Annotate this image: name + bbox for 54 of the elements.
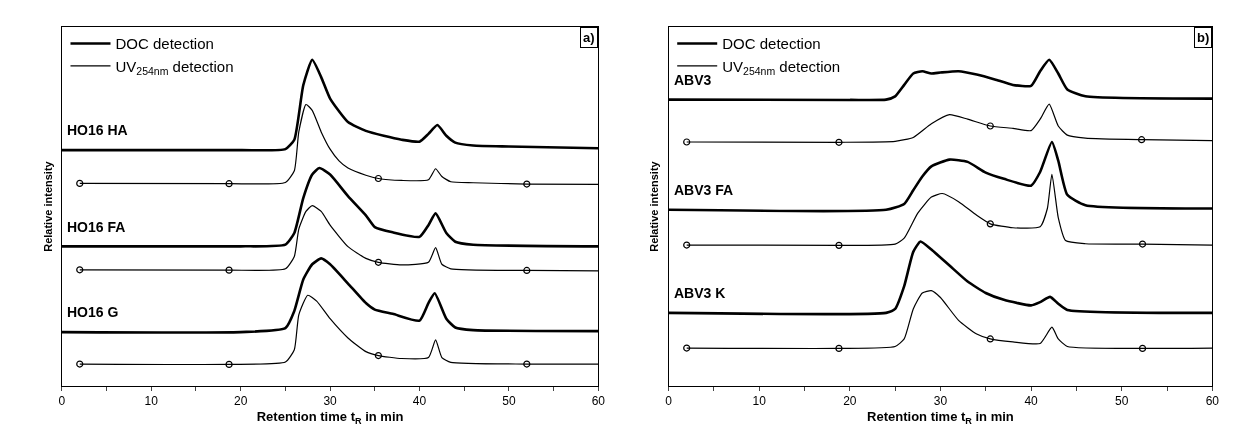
x-tick-label: 50 <box>502 394 516 409</box>
annotation: ABV3 FA <box>674 182 734 198</box>
x-tick-label: 10 <box>752 394 767 409</box>
point <box>835 138 843 146</box>
point <box>683 344 691 352</box>
point <box>523 266 531 275</box>
annotation: ABV3 K <box>674 285 726 301</box>
x-axis-title: Retention time t$_{R}$ in min <box>256 408 404 426</box>
x-tick-label: 60 <box>1205 394 1220 409</box>
point <box>523 360 531 368</box>
text: b) <box>1197 30 1210 45</box>
point <box>835 344 843 352</box>
x-axis-title: Retention time t$_{R}$ in min <box>867 408 1014 426</box>
legend-label: UV$_{254nm}$ detection <box>115 57 234 77</box>
legend-label: DOC detection <box>722 35 821 53</box>
point <box>523 180 531 188</box>
point <box>986 122 994 130</box>
x-tick-label: 30 <box>323 394 338 409</box>
x-tick-label: 30 <box>933 394 948 409</box>
point <box>76 266 84 274</box>
point <box>225 180 233 188</box>
point <box>76 179 84 187</box>
point <box>374 174 382 183</box>
y-axis-title: Relative intensity <box>648 160 661 252</box>
point <box>683 241 691 249</box>
point <box>683 138 691 146</box>
point <box>374 351 382 360</box>
x-tick-label: 20 <box>234 394 248 409</box>
legend-label: UV$_{254nm}$ detection <box>722 57 841 77</box>
annotation: ABV3 <box>674 72 712 88</box>
point <box>1138 240 1147 248</box>
point <box>835 241 843 249</box>
point <box>986 335 994 343</box>
x-tick-label: 0 <box>58 394 66 409</box>
x-tick-label: 10 <box>144 394 159 409</box>
y-axis-title: Relative intensity <box>41 160 54 252</box>
annotation: HO16 G <box>67 304 119 320</box>
point <box>986 220 994 228</box>
point <box>1138 136 1146 144</box>
legend-label: DOC detection <box>115 35 214 53</box>
x-tick-label: 40 <box>412 394 427 409</box>
x-tick-label: 40 <box>1024 394 1039 409</box>
point <box>76 360 84 368</box>
x-tick-label: 0 <box>665 394 673 409</box>
point <box>225 266 233 274</box>
text: a) <box>583 30 595 45</box>
point <box>1138 344 1147 352</box>
annotation: HO16 FA <box>67 219 126 235</box>
x-tick-label: 60 <box>591 394 606 409</box>
x-tick-label: 50 <box>1115 394 1129 409</box>
point <box>374 258 382 266</box>
annotation: HO16 HA <box>67 122 128 138</box>
x-tick-label: 20 <box>843 394 857 409</box>
point <box>225 360 233 368</box>
